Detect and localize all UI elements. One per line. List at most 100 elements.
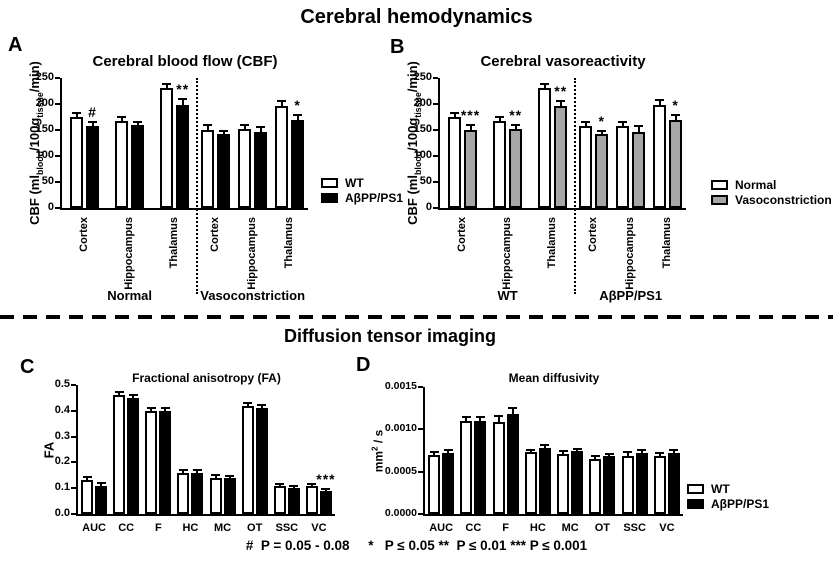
- y-axis-label: FA: [41, 441, 57, 458]
- error-bar-line: [498, 117, 501, 121]
- y-tick-label: 0.1: [54, 481, 70, 494]
- panel-b-label: B: [390, 36, 405, 58]
- bar: [460, 420, 473, 514]
- bar: [145, 410, 158, 514]
- error-bar-line: [91, 123, 94, 126]
- y-tick-label: 100: [35, 149, 54, 161]
- error-bar-cap: [133, 121, 143, 124]
- error-bar-cap: [128, 393, 138, 396]
- bar: [442, 453, 455, 514]
- y-tick: [55, 103, 60, 105]
- error-bar-cap: [162, 83, 172, 86]
- bar: [305, 485, 318, 514]
- error-bar-line: [278, 484, 281, 486]
- x-category-label: OT: [247, 522, 263, 534]
- x-category-label: Hippocampus: [623, 217, 636, 290]
- panel-b-title: Cerebral vasoreactivity: [480, 53, 646, 70]
- bar: [579, 125, 593, 208]
- y-axis-label: CBF (mlblood/100gtissue/min): [405, 61, 423, 225]
- error-bar-cap: [307, 482, 317, 485]
- bar: [273, 485, 286, 514]
- y-tick-label: 0: [47, 201, 54, 213]
- y-tick-label: 0.0015: [384, 380, 417, 392]
- legend-swatch: [321, 193, 338, 203]
- x-category-label: SSC: [623, 522, 646, 534]
- x-category-label: Thalamus: [660, 217, 673, 269]
- bar: [160, 87, 174, 208]
- y-tick: [433, 155, 438, 157]
- bar: [506, 414, 519, 514]
- bar: [209, 477, 222, 514]
- error-bar-cap: [178, 98, 188, 101]
- y-tick: [55, 77, 60, 79]
- error-bar-cap: [604, 452, 614, 455]
- bar: [621, 455, 634, 514]
- error-bar-cap: [256, 125, 266, 128]
- error-bar-cap: [117, 115, 127, 118]
- significance-footnote: # P = 0.05 - 0.08 * P ≤ 0.05 ** P ≤ 0.01…: [245, 538, 588, 553]
- y-tick: [71, 487, 76, 490]
- bar: [127, 397, 140, 514]
- y-tick-label: 0.0: [54, 507, 70, 519]
- error-bar-cap: [321, 487, 331, 490]
- y-tick-label: 200: [35, 97, 54, 109]
- x-category-label: Thalamus: [545, 217, 558, 269]
- bar: [287, 488, 300, 514]
- error-bar-cap: [590, 455, 600, 458]
- y-tick: [71, 435, 76, 438]
- error-bar-cap: [581, 121, 591, 124]
- legend-swatch: [321, 178, 338, 188]
- y-tick-label: 0: [425, 201, 432, 213]
- bar: [238, 128, 252, 208]
- error-bar-line: [594, 457, 597, 459]
- error-bar-line: [246, 403, 249, 406]
- y-tick-label: 250: [35, 71, 54, 83]
- x-category-label: Thalamus: [167, 217, 180, 269]
- bar: [616, 125, 630, 208]
- y-tick-label: 0.0010: [384, 422, 417, 435]
- error-bar-line: [228, 476, 231, 478]
- y-tick: [55, 155, 60, 157]
- significance-marker: *: [672, 96, 679, 113]
- significance-marker: #: [88, 104, 97, 121]
- chart-axes-B: [438, 78, 686, 210]
- y-tick-label: 0.3: [54, 429, 70, 442]
- x-category-label: MC: [214, 522, 232, 534]
- error-bar-line: [576, 449, 579, 452]
- error-bar-cap: [275, 482, 285, 485]
- y-tick-label: 200: [413, 97, 432, 109]
- legend-label: Normal: [735, 178, 777, 192]
- y-tick-label: 0.0000: [384, 507, 417, 519]
- error-bar-line: [214, 475, 217, 478]
- bar: [538, 447, 551, 514]
- error-bar-cap: [466, 123, 476, 126]
- y-tick-label: 0.5: [54, 378, 70, 390]
- error-bar-line: [543, 85, 546, 88]
- error-bar-cap: [96, 481, 106, 484]
- error-bar-line: [453, 114, 456, 117]
- chart-axes-A: [60, 78, 308, 210]
- x-category-label: Cortex: [455, 217, 468, 252]
- bottom-section-title: Diffusion tensor imaging: [283, 326, 496, 346]
- error-bar-line: [182, 470, 185, 473]
- error-bar-cap: [160, 406, 170, 409]
- significance-marker: **: [554, 83, 568, 100]
- bar: [254, 131, 268, 208]
- error-bar-line: [637, 126, 640, 132]
- error-bar-line: [640, 451, 643, 454]
- x-category-label: OT: [594, 522, 611, 534]
- error-bar-line: [658, 453, 661, 456]
- error-bar-cap: [289, 484, 299, 487]
- bar: [557, 453, 570, 514]
- error-bar-cap: [443, 449, 453, 452]
- error-bar-cap: [618, 121, 628, 124]
- legend-label: Vasoconstriction: [735, 193, 832, 207]
- y-tick: [71, 409, 76, 412]
- y-tick: [71, 513, 76, 515]
- y-tick: [433, 207, 438, 209]
- group-separator: [574, 78, 577, 294]
- bar: [448, 117, 462, 208]
- bar: [538, 87, 552, 208]
- error-bar-line: [672, 451, 675, 454]
- bar: [291, 119, 305, 208]
